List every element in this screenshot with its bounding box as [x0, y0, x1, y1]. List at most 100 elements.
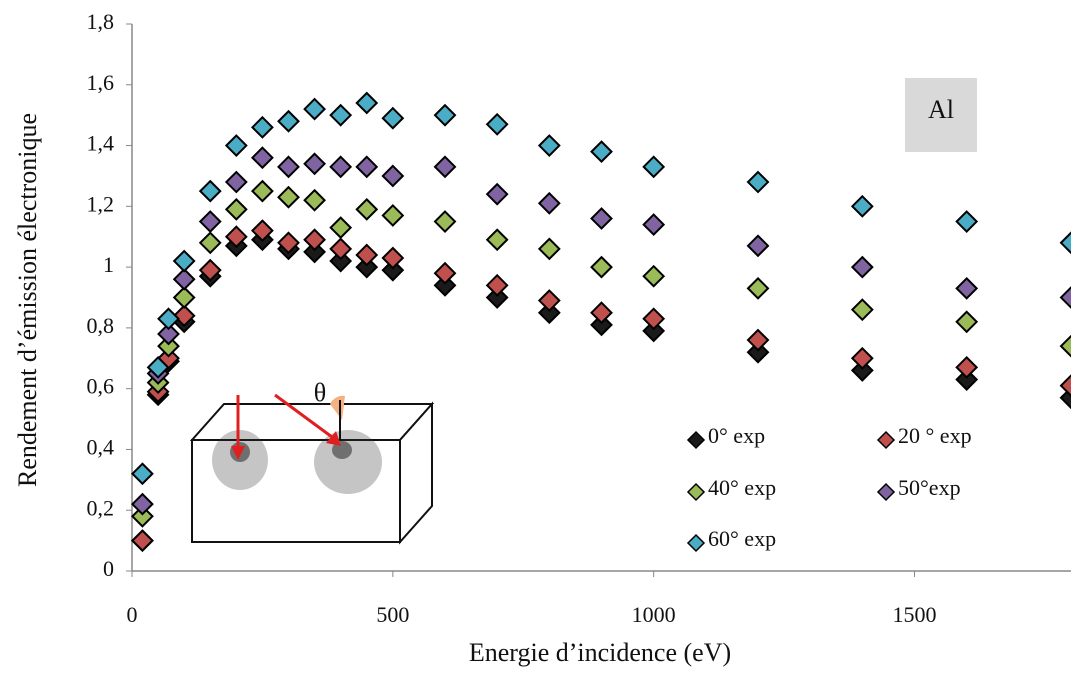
- y-tick-label: 1,8: [87, 9, 115, 34]
- marker: [251, 115, 274, 139]
- y-tick-label: 0,6: [87, 374, 115, 399]
- marker: [485, 273, 509, 297]
- x-axis-label: Energie d’incidence (eV): [469, 638, 731, 667]
- marker: [433, 210, 457, 233]
- marker: [537, 301, 561, 325]
- marker: [537, 237, 561, 261]
- legend-marker: [686, 482, 706, 502]
- marker: [198, 258, 222, 282]
- marker: [355, 91, 379, 115]
- marker: [850, 298, 874, 322]
- marker: [277, 231, 300, 255]
- marker: [1059, 231, 1071, 255]
- legend-label: 40° exp: [708, 475, 776, 500]
- marker: [131, 492, 154, 516]
- marker: [251, 146, 274, 170]
- marker: [172, 249, 196, 273]
- marker: [329, 237, 353, 261]
- arrow: [274, 393, 333, 439]
- marker: [157, 307, 180, 331]
- marker: [131, 504, 154, 528]
- marker: [303, 228, 326, 252]
- marker: [642, 155, 666, 179]
- marker: [746, 170, 770, 194]
- marker: [224, 170, 248, 194]
- marker: [146, 355, 170, 379]
- marker: [172, 304, 196, 328]
- x-tick-label: 500: [376, 602, 409, 627]
- marker: [850, 255, 874, 279]
- marker: [955, 310, 979, 334]
- marker: [590, 255, 613, 279]
- y-tick-label: 1,2: [87, 191, 115, 216]
- marker: [172, 286, 196, 309]
- legend-label: 50°exp: [898, 475, 961, 500]
- marker: [746, 276, 770, 300]
- marker: [224, 134, 248, 157]
- marker: [485, 286, 509, 309]
- marker: [537, 134, 561, 157]
- marker: [433, 261, 457, 285]
- marker: [131, 462, 154, 486]
- marker: [277, 109, 300, 133]
- arrow-head: [326, 431, 341, 446]
- marker: [224, 225, 248, 249]
- x-tick-label: 0: [127, 602, 138, 627]
- marker: [642, 213, 666, 236]
- legend-label: 60° exp: [708, 526, 776, 551]
- marker: [381, 246, 405, 270]
- marker: [251, 219, 274, 243]
- box-side: [399, 401, 433, 545]
- marker: [277, 155, 300, 179]
- marker: [251, 179, 274, 203]
- marker: [172, 267, 196, 291]
- y-axis-label: Rendement d’émission électronique: [13, 113, 42, 487]
- marker: [329, 249, 353, 273]
- y-tick-label: 1,6: [87, 70, 115, 95]
- marker: [433, 103, 457, 127]
- label-box-text: Al: [928, 95, 954, 124]
- marker: [642, 319, 666, 343]
- marker: [381, 258, 405, 282]
- marker: [303, 97, 326, 121]
- marker: [381, 204, 405, 227]
- marker: [485, 228, 509, 252]
- legend-marker: [686, 430, 706, 450]
- marker: [850, 359, 874, 382]
- y-tick-label: 0,2: [87, 495, 115, 520]
- marker: [355, 255, 379, 279]
- y-tick-label: 0,4: [87, 434, 115, 459]
- marker: [157, 322, 180, 346]
- marker: [198, 179, 222, 203]
- marker: [850, 194, 874, 218]
- marker: [590, 207, 613, 230]
- marker: [746, 340, 770, 364]
- marker: [746, 328, 770, 352]
- legend-label: 0° exp: [708, 423, 765, 448]
- marker: [590, 301, 613, 325]
- x-tick-label: 1500: [893, 602, 937, 627]
- marker: [355, 155, 379, 179]
- inset-diagram: θ: [189, 378, 435, 545]
- marker: [1059, 374, 1071, 398]
- marker: [537, 289, 561, 312]
- marker: [537, 191, 561, 215]
- angle-label: θ: [314, 378, 326, 407]
- x-tick-label: 1000: [632, 602, 676, 627]
- marker: [381, 164, 405, 188]
- marker: [590, 140, 613, 164]
- marker: [329, 155, 353, 179]
- marker: [381, 106, 405, 130]
- marker: [1059, 334, 1071, 358]
- box-front: [191, 439, 401, 543]
- legend-marker: [686, 533, 706, 553]
- marker: [329, 103, 353, 127]
- marker: [329, 216, 353, 240]
- legend-marker: [876, 430, 896, 450]
- marker: [433, 155, 457, 179]
- marker: [277, 185, 300, 209]
- y-tick-label: 1,4: [87, 131, 115, 156]
- label-box: [905, 78, 977, 152]
- marker: [955, 355, 979, 379]
- marker: [303, 240, 326, 264]
